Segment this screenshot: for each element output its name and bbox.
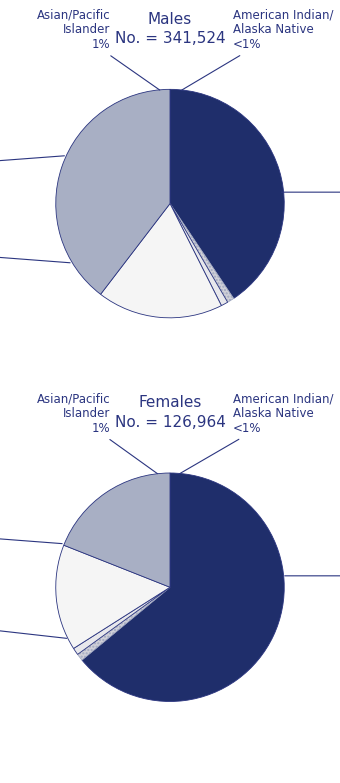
Text: Asian/Pacific
Islander
1%: Asian/Pacific Islander 1% xyxy=(37,392,157,474)
Text: Hispanic
18%: Hispanic 18% xyxy=(0,150,64,178)
Wedge shape xyxy=(101,204,221,318)
Text: Black
41%: Black 41% xyxy=(281,179,340,206)
Wedge shape xyxy=(78,587,170,660)
Wedge shape xyxy=(170,204,234,302)
Text: Males: Males xyxy=(148,12,192,27)
Wedge shape xyxy=(170,204,228,305)
Wedge shape xyxy=(56,89,170,294)
Text: Black
64%: Black 64% xyxy=(285,562,340,590)
Text: White
40%: White 40% xyxy=(0,241,70,269)
Text: Asian/Pacific
Islander
1%: Asian/Pacific Islander 1% xyxy=(37,9,160,90)
Text: White
19%: White 19% xyxy=(0,613,67,641)
Wedge shape xyxy=(170,89,284,298)
Text: No. = 341,524: No. = 341,524 xyxy=(115,31,225,46)
Text: Females: Females xyxy=(138,395,202,410)
Wedge shape xyxy=(73,587,170,655)
Text: American Indian/
Alaska Native
<1%: American Indian/ Alaska Native <1% xyxy=(182,9,333,90)
Text: Hispanic
15%: Hispanic 15% xyxy=(0,521,62,550)
Wedge shape xyxy=(64,473,170,587)
Text: No. = 126,964: No. = 126,964 xyxy=(115,415,225,430)
Text: American Indian/
Alaska Native
<1%: American Indian/ Alaska Native <1% xyxy=(179,392,333,474)
Wedge shape xyxy=(56,545,170,648)
Wedge shape xyxy=(82,473,284,702)
